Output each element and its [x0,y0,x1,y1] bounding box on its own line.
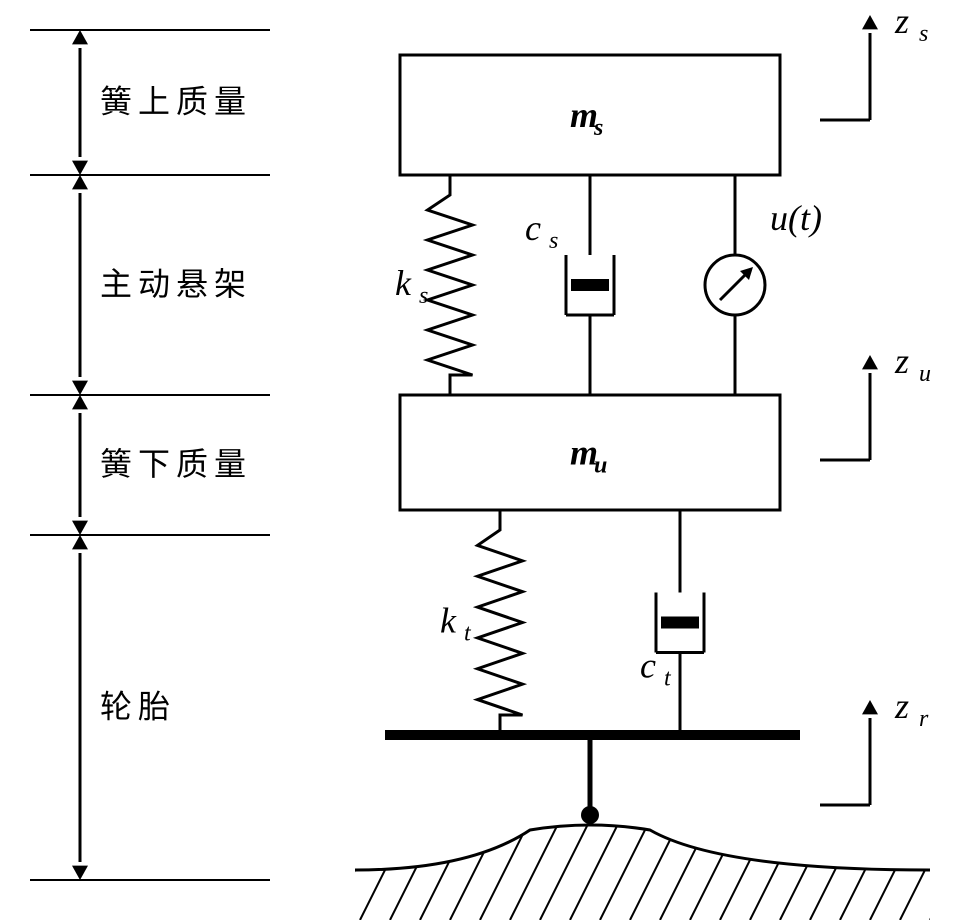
svg-text:簧下质量: 簧下质量 [100,446,252,482]
svg-text:s: s [419,283,428,309]
svg-text:r: r [919,706,929,732]
svg-text:簧上质量: 簧上质量 [100,84,252,120]
suspension-diagram: 簧上质量主动悬架簧下质量轮胎msmukscsu(t)ktctzszuzr [0,0,959,923]
svg-text:主动悬架: 主动悬架 [100,266,252,302]
svg-text:s: s [549,228,558,254]
svg-text:k: k [395,263,412,303]
svg-text:u: u [919,361,931,387]
svg-text:轮胎: 轮胎 [100,689,176,725]
svg-text:s: s [919,21,928,47]
svg-text:z: z [894,686,909,726]
svg-text:u(t): u(t) [770,198,822,238]
svg-text:t: t [664,666,672,692]
svg-text:k: k [440,601,457,641]
svg-text:t: t [464,621,472,647]
svg-text:s: s [593,115,603,141]
svg-text:z: z [894,341,909,381]
svg-text:u: u [594,453,607,479]
svg-text:c: c [525,208,541,248]
svg-text:c: c [640,646,656,686]
svg-text:z: z [894,1,909,41]
